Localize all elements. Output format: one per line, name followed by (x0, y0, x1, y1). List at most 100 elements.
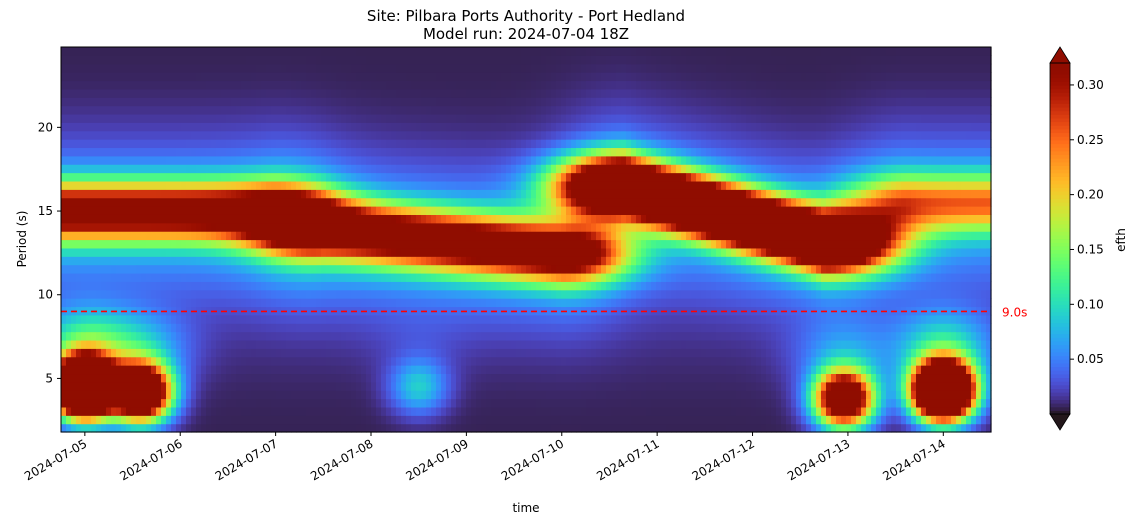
heatmap-cell (436, 97, 442, 107)
heatmap-cell (196, 415, 202, 425)
heatmap-cell (171, 222, 177, 232)
heatmap-cell (61, 231, 67, 241)
heatmap-cell (441, 147, 447, 157)
heatmap-cell (436, 206, 442, 215)
heatmap-cell (156, 222, 162, 232)
heatmap-cell (281, 298, 287, 308)
heatmap-cell (346, 55, 352, 65)
heatmap-cell (506, 398, 512, 408)
heatmap-cell (226, 256, 232, 266)
heatmap-cell (381, 415, 387, 425)
heatmap-cell (341, 231, 347, 241)
heatmap-cell (196, 348, 202, 358)
heatmap-cell (326, 139, 332, 149)
heatmap-cell (346, 180, 352, 190)
heatmap-cell (146, 281, 152, 291)
heatmap-cell (131, 97, 137, 107)
heatmap-cell (371, 390, 377, 400)
heatmap-cell (566, 231, 572, 241)
heatmap-cell (376, 80, 382, 90)
heatmap-cell (231, 55, 237, 65)
heatmap-cell (511, 122, 517, 132)
heatmap-cell (81, 264, 87, 274)
heatmap-cell (206, 272, 212, 282)
heatmap-cell (576, 373, 582, 383)
heatmap-cell (236, 281, 242, 291)
heatmap-cell (566, 272, 572, 282)
heatmap-cell (571, 239, 577, 249)
heatmap-cell (306, 323, 312, 333)
heatmap-cell (376, 365, 382, 375)
heatmap-cell (401, 398, 407, 408)
heatmap-cell (451, 365, 457, 375)
heatmap-cell (106, 105, 112, 115)
heatmap-cell (121, 72, 127, 82)
heatmap-cell (446, 314, 452, 324)
heatmap-cell (371, 356, 377, 366)
heatmap-cell (161, 97, 167, 107)
heatmap-cell (381, 147, 387, 157)
heatmap-cell (466, 231, 472, 241)
heatmap-cell (236, 306, 242, 316)
heatmap-cell (116, 323, 122, 333)
heatmap-cell (176, 113, 182, 123)
heatmap-cell (491, 206, 497, 215)
heatmap-cell (276, 180, 282, 190)
heatmap (61, 47, 992, 433)
heatmap-cell (481, 197, 487, 207)
heatmap-cell (166, 214, 172, 224)
heatmap-cell (476, 164, 482, 174)
heatmap-cell (81, 331, 87, 341)
heatmap-cell (501, 80, 507, 90)
heatmap-cell (386, 189, 392, 199)
heatmap-cell (406, 331, 412, 341)
heatmap-cell (281, 264, 287, 274)
heatmap-cell (436, 348, 442, 358)
heatmap-cell (561, 63, 567, 73)
heatmap-cell (421, 130, 427, 140)
heatmap-cell (376, 256, 382, 266)
heatmap-cell (546, 122, 552, 132)
heatmap-cell (196, 239, 202, 249)
heatmap-cell (446, 247, 452, 257)
heatmap-cell (381, 381, 387, 391)
heatmap-cell (271, 381, 277, 391)
heatmap-cell (176, 331, 182, 341)
heatmap-cell (126, 222, 132, 232)
heatmap-cell (201, 147, 207, 157)
heatmap-cell (476, 356, 482, 366)
heatmap-cell (321, 281, 327, 291)
heatmap-cell (411, 147, 417, 157)
heatmap-cell (551, 323, 557, 333)
heatmap-cell (511, 373, 517, 383)
heatmap-cell (276, 390, 282, 400)
heatmap-cell (586, 197, 592, 207)
heatmap-cell (366, 88, 372, 98)
heatmap-cell (266, 264, 272, 274)
heatmap-cell (106, 47, 112, 56)
heatmap-cell (241, 139, 247, 149)
heatmap-cell (371, 130, 377, 140)
heatmap-cell (81, 298, 87, 308)
heatmap-cell (136, 406, 142, 416)
heatmap-cell (326, 206, 332, 215)
heatmap-cell (231, 298, 237, 308)
heatmap-cell (341, 365, 347, 375)
heatmap-cell (141, 356, 147, 366)
heatmap-cell (246, 72, 252, 82)
heatmap-cell (391, 398, 397, 408)
heatmap-cell (511, 331, 517, 341)
heatmap-cell (171, 264, 177, 274)
heatmap-cell (436, 139, 442, 149)
heatmap-cell (151, 264, 157, 274)
heatmap-cell (451, 390, 457, 400)
heatmap-cell (296, 164, 302, 174)
heatmap-cell (131, 47, 137, 56)
heatmap-cell (486, 231, 492, 241)
heatmap-cell (136, 88, 142, 98)
heatmap-cell (276, 97, 282, 107)
heatmap-cell (111, 415, 117, 425)
heatmap-cell (271, 55, 277, 65)
heatmap-cell (351, 72, 357, 82)
heatmap-cell (271, 113, 277, 123)
